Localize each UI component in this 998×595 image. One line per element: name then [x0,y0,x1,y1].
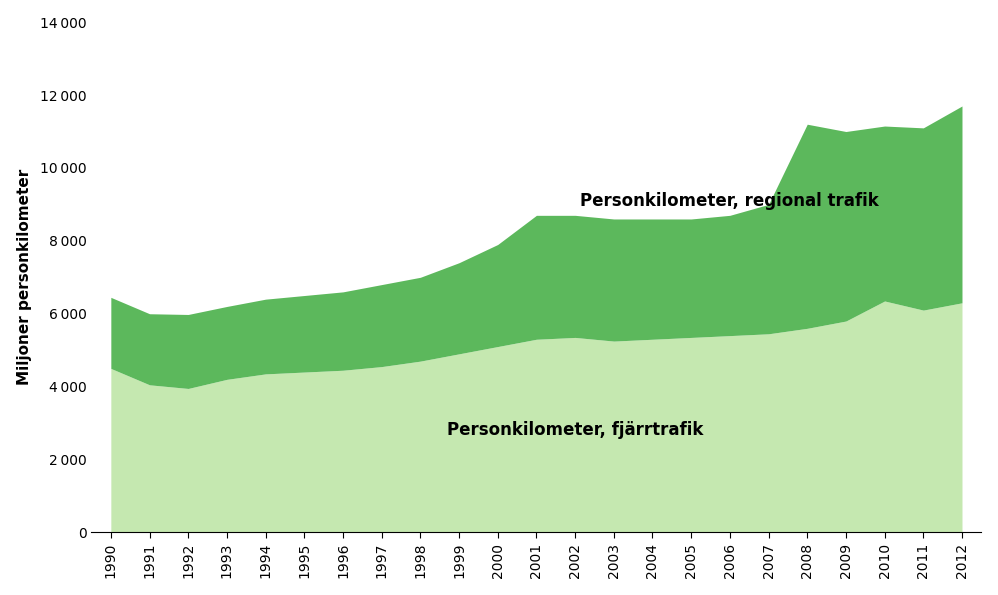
Y-axis label: Miljoner personkilometer: Miljoner personkilometer [17,169,32,386]
Text: Personkilometer, regional trafik: Personkilometer, regional trafik [581,192,879,210]
Text: Personkilometer, fjärrtrafik: Personkilometer, fjärrtrafik [447,421,704,439]
